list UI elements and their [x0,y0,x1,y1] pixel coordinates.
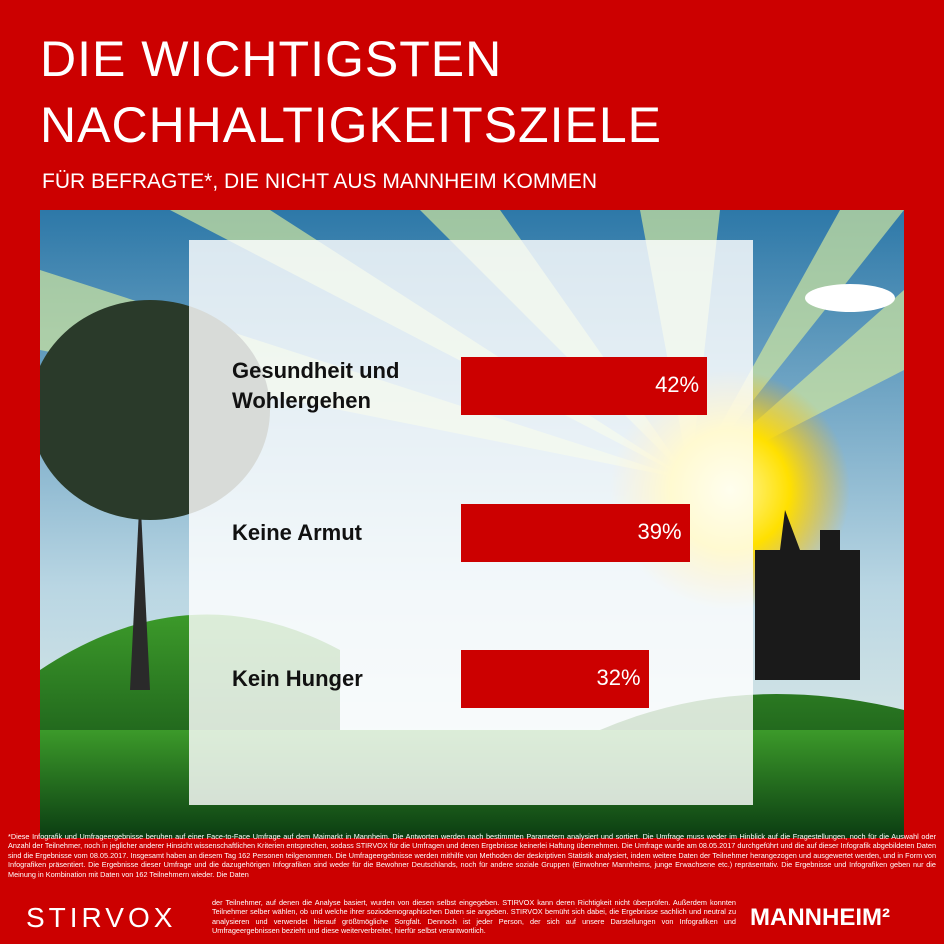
footnote: der Teilnehmer, auf denen die Analyse ba… [212,898,736,936]
logo: STIRVOX [26,902,177,933]
bar [461,504,690,562]
footnote: *Diese Infografik und Umfrageergebnisse … [8,832,936,879]
category-label: Kein Hunger [232,666,363,691]
value-label: 42% [655,372,700,397]
logo: MANNHEIM² [750,904,890,931]
bar [461,650,649,708]
value-label: 32% [596,665,641,690]
chart-subtitle: FÜR BEFRAGTE*, DIE NICHT AUS MANNHEIM KO… [42,170,597,193]
chart-title: DIE WICHTIGSTEN NACHHALTIGKEITSZIELE [40,31,662,153]
category-label: Keine Armut [232,520,362,545]
bar [461,357,708,415]
value-label: 39% [637,519,682,544]
category-label: Gesundheit und Wohlergehen [232,358,400,413]
